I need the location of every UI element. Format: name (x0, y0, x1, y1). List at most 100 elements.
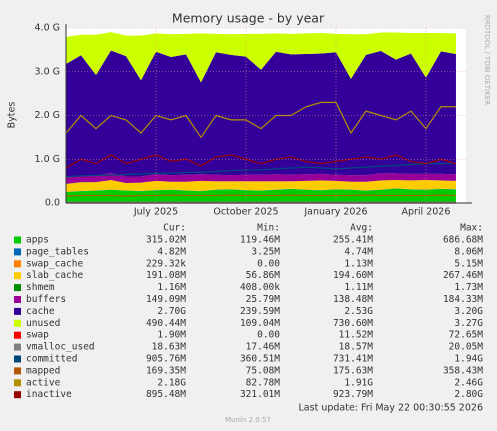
stacked-area (66, 50, 456, 178)
legend-swatch (14, 260, 21, 268)
legend-stat: 18.57M (339, 342, 374, 353)
legend-stat: 138.48M (333, 294, 373, 305)
legend-stat: 3.25M (251, 246, 280, 257)
y-tick-label: 0.0 (45, 198, 60, 209)
legend-header: Avg: (350, 223, 373, 234)
x-tick-label: October 2025 (213, 207, 278, 218)
legend-swatch (14, 331, 21, 339)
legend-stat: 4.82M (157, 246, 186, 257)
legend-stat: 175.63M (333, 365, 373, 376)
legend-swatch (14, 355, 21, 363)
legend-stat: 267.46M (443, 270, 483, 281)
legend-stat: 255.41M (333, 235, 373, 246)
legend-label: page_tables (26, 246, 89, 257)
legend-label: unused (26, 318, 60, 329)
legend-stat: 20.05M (449, 342, 484, 353)
legend-swatch (14, 391, 21, 399)
legend-stat: 191.08M (146, 270, 186, 281)
legend-stat: 1.91G (344, 377, 373, 388)
y-tick-label: 2.0 G (35, 110, 61, 121)
legend-stat: 3.27G (454, 318, 483, 329)
legend-swatch (14, 367, 21, 375)
legend-label: cache (26, 306, 55, 317)
legend-stat: 1.16M (157, 282, 186, 293)
legend-swatch (14, 248, 21, 256)
legend-label: committed (26, 354, 77, 365)
last-update: Last update: Fri May 22 00:30:55 2026 (299, 403, 483, 414)
legend-swatch (14, 307, 21, 315)
y-axis-label: Bytes (7, 102, 18, 129)
legend-stat: 408.00k (240, 282, 280, 293)
legend-label: active (26, 377, 61, 388)
legend-swatch (14, 296, 21, 303)
legend-stat: 149.09M (146, 294, 186, 305)
stacked-area (66, 172, 456, 184)
legend-stat: 321.01M (240, 389, 280, 400)
legend-stat: 895.48M (146, 389, 186, 400)
series-line (65, 162, 456, 178)
legend-stat: 0.00 (257, 330, 280, 341)
legend-stat: 82.78M (246, 377, 281, 388)
legend-header: Min: (257, 223, 280, 234)
legend-header: Max: (460, 223, 483, 234)
chart-title: Memory usage - by year (172, 11, 325, 26)
legend-stat: 4.74M (344, 246, 373, 257)
stacked-area (66, 32, 456, 83)
legend-stat: 360.51M (240, 354, 280, 365)
legend-stat: 119.46M (240, 235, 280, 246)
series-line (65, 154, 457, 169)
legend-stat: 229.32k (146, 258, 186, 269)
legend-stat: 25.79M (246, 294, 281, 305)
legend-stat: 358.43M (443, 365, 483, 376)
legend-label: apps (26, 235, 49, 246)
legend-stat: 194.60M (333, 270, 373, 281)
legend-stat: 490.44M (146, 318, 186, 329)
footer: Munin 2.0.57 (225, 416, 271, 424)
legend-stat: 239.59M (240, 306, 280, 317)
x-tick-label: January 2026 (303, 207, 367, 218)
series-line (65, 194, 456, 197)
legend-stat: 11.52M (339, 330, 374, 341)
legend-label: vmalloc_used (26, 342, 95, 353)
y-tick-label: 4.0 G (35, 23, 61, 34)
legend-stat: 75.08M (246, 365, 281, 376)
legend-stat: 56.86M (246, 270, 281, 281)
legend-stat: 109.04M (240, 318, 280, 329)
legend-stat: 1.73M (454, 282, 483, 293)
legend-stat: 315.02M (146, 235, 186, 246)
legend-stat: 2.18G (157, 377, 186, 388)
legend-label: inactive (26, 389, 72, 400)
legend-stat: 3.20G (454, 306, 483, 317)
areas (66, 32, 456, 203)
legend-swatch (14, 379, 21, 387)
legend-label: buffers (26, 294, 66, 305)
legend-stat: 8.06M (454, 246, 483, 257)
legend-stat: 17.46M (246, 342, 281, 353)
legend-label: mapped (26, 365, 60, 376)
legend-stat: 169.35M (146, 365, 186, 376)
legend-label: swap (26, 330, 49, 341)
legend-stat: 18.63M (152, 342, 187, 353)
series-line (65, 101, 456, 139)
watermark: RRDTOOL / TOBI OETIKER (483, 15, 491, 105)
legend-label: swap_cache (26, 258, 83, 269)
x-tick-label: April 2026 (401, 207, 450, 218)
legend-stat: 5.15M (454, 258, 483, 269)
legend-stat: 905.76M (146, 354, 186, 365)
legend-stat: 731.41M (333, 354, 373, 365)
legend-stat: 1.94G (454, 354, 483, 365)
y-tick-label: 3.0 G (35, 66, 61, 77)
legend-stat: 1.90M (157, 330, 186, 341)
legend-swatch (14, 284, 21, 292)
legend-stat: 0.00 (257, 258, 280, 269)
legend-stat: 730.60M (333, 318, 373, 329)
legend-label: shmem (26, 282, 55, 293)
legend-stat: 184.33M (443, 294, 483, 305)
legend-stat: 2.70G (157, 306, 186, 317)
x-tick-label: July 2025 (133, 207, 178, 218)
legend-swatch (14, 236, 21, 244)
legend-stat: 1.13M (344, 258, 373, 269)
legend-swatch (14, 343, 21, 351)
legend-stat: 2.53G (344, 306, 373, 317)
